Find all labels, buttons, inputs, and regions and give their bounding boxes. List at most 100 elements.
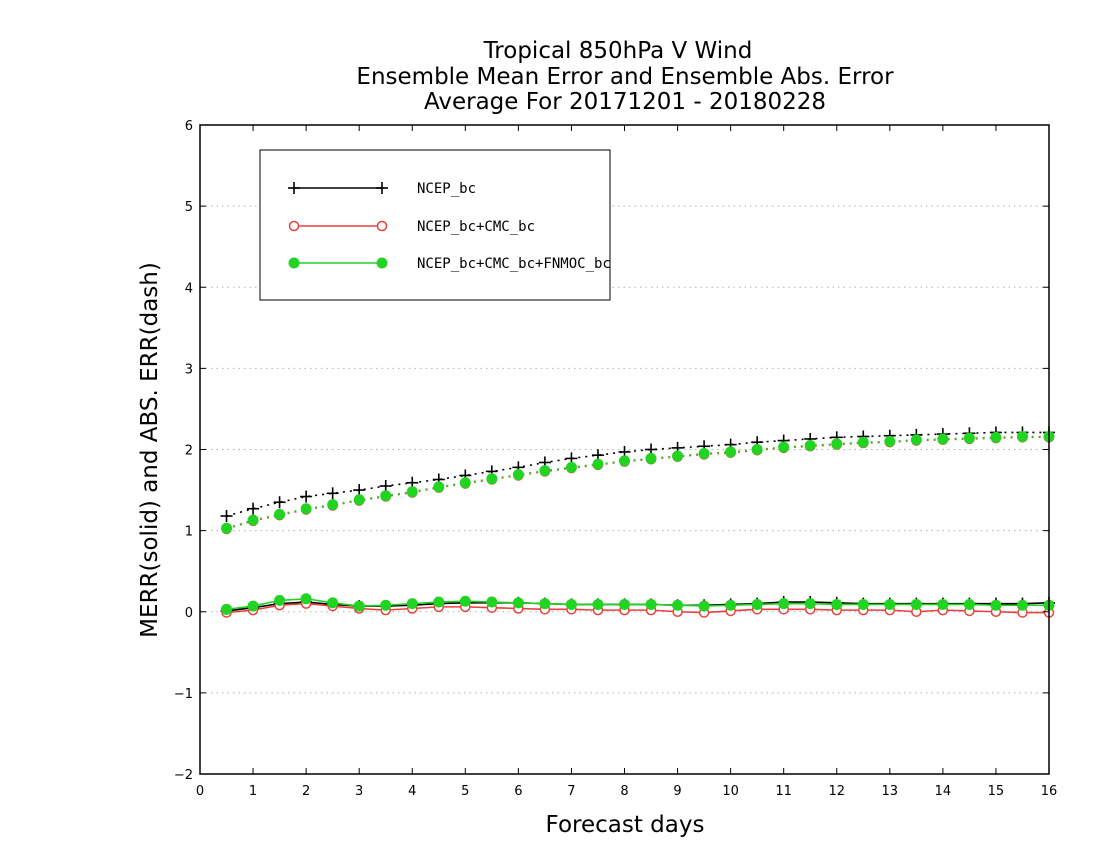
point-abs-err-ncep-bc-cmc-bc-fnmoc-bc xyxy=(300,503,312,515)
y-tick-label: 2 xyxy=(185,444,193,459)
point-abs-err-ncep-bc-cmc-bc-fnmoc-bc xyxy=(619,455,630,467)
point-abs-err-ncep-bc xyxy=(326,487,339,500)
point-abs-err-ncep-bc-cmc-bc-fnmoc-bc xyxy=(672,450,684,462)
point-abs-err-ncep-bc-cmc-bc-fnmoc-bc xyxy=(884,435,896,447)
point-abs-err-ncep-bc-cmc-bc-fnmoc-bc xyxy=(433,481,445,493)
series-ncep-bc-cmc-bc xyxy=(221,432,1055,618)
point-merr-ncep-bc-cmc-bc-fnmoc-bc xyxy=(857,598,869,610)
series-ncep-bc xyxy=(220,426,1055,617)
point-abs-err-ncep-bc-cmc-bc-fnmoc-bc xyxy=(725,446,737,458)
point-merr-ncep-bc-cmc-bc-fnmoc-bc xyxy=(937,598,949,610)
x-axis-label: Forecast days xyxy=(546,812,705,838)
x-tick-label: 10 xyxy=(722,784,739,799)
point-abs-err-ncep-bc-cmc-bc-fnmoc-bc xyxy=(778,441,790,453)
point-merr-ncep-bc-cmc-bc-fnmoc-bc xyxy=(592,598,604,610)
x-tick-label: 4 xyxy=(408,784,416,799)
point-merr-ncep-bc-cmc-bc-fnmoc-bc xyxy=(831,598,843,610)
point-merr-ncep-bc-cmc-bc-fnmoc-bc xyxy=(406,598,418,610)
x-tick-label: 11 xyxy=(775,784,792,799)
line-abs-err-ncep-bc-cmc-bc xyxy=(226,436,1049,530)
point-merr-ncep-bc-cmc-bc-fnmoc-bc xyxy=(565,598,577,610)
x-tick-label: 1 xyxy=(249,784,257,799)
point-merr-ncep-bc-cmc-bc-fnmoc-bc xyxy=(247,600,259,612)
x-tick-label: 13 xyxy=(882,784,899,799)
point-abs-err-ncep-bc-cmc-bc-fnmoc-bc xyxy=(592,458,604,470)
point-merr-ncep-bc-cmc-bc-fnmoc-bc xyxy=(539,598,551,610)
point-abs-err-ncep-bc-cmc-bc-fnmoc-bc xyxy=(804,439,816,451)
legend-marker-ncep-bc-cmc-bc-fnmoc-bc xyxy=(376,257,388,269)
x-tick-label: 14 xyxy=(935,784,952,799)
point-merr-ncep-bc-cmc-bc-fnmoc-bc xyxy=(751,598,763,610)
y-tick-label: 6 xyxy=(185,119,193,134)
point-merr-ncep-bc-cmc-bc-fnmoc-bc xyxy=(459,595,471,607)
point-merr-ncep-bc-cmc-bc-fnmoc-bc xyxy=(221,603,233,615)
x-tick-label: 2 xyxy=(302,784,310,799)
legend-label-ncep-bc: NCEP_bc xyxy=(417,181,476,197)
point-abs-err-ncep-bc-cmc-bc-fnmoc-bc xyxy=(831,438,843,450)
x-tick-label: 6 xyxy=(514,784,522,799)
point-merr-ncep-bc-cmc-bc-fnmoc-bc xyxy=(990,599,1002,611)
point-merr-ncep-bc-cmc-bc-fnmoc-bc xyxy=(804,598,816,610)
point-abs-err-ncep-bc xyxy=(273,496,286,509)
point-abs-err-ncep-bc-cmc-bc-fnmoc-bc xyxy=(274,508,286,520)
point-abs-err-ncep-bc-cmc-bc-fnmoc-bc xyxy=(539,465,551,477)
y-tick-label: 3 xyxy=(185,362,193,377)
point-merr-ncep-bc-cmc-bc-fnmoc-bc xyxy=(672,599,684,611)
x-tick-label: 8 xyxy=(620,784,628,799)
point-merr-ncep-bc-cmc-bc-fnmoc-bc xyxy=(327,597,339,609)
x-tick-label: 7 xyxy=(567,784,575,799)
y-tick-label: 5 xyxy=(185,200,193,215)
point-merr-ncep-bc-cmc-bc-fnmoc-bc xyxy=(910,598,922,610)
legend-marker-ncep-bc-cmc-bc-fnmoc-bc xyxy=(288,257,300,269)
point-abs-err-ncep-bc xyxy=(300,490,313,503)
x-tick-label: 15 xyxy=(988,784,1005,799)
point-abs-err-ncep-bc-cmc-bc-fnmoc-bc xyxy=(221,522,233,534)
chart-title-line-1: Tropical 850hPa V Wind xyxy=(483,38,753,64)
point-abs-err-ncep-bc-cmc-bc-fnmoc-bc xyxy=(910,434,922,446)
point-abs-err-ncep-bc-cmc-bc-fnmoc-bc xyxy=(565,461,577,473)
legend-marker-ncep-bc xyxy=(288,182,300,194)
point-abs-err-ncep-bc-cmc-bc-fnmoc-bc xyxy=(380,490,392,502)
point-abs-err-ncep-bc-cmc-bc-fnmoc-bc xyxy=(327,499,339,511)
point-merr-ncep-bc-cmc-bc-fnmoc-bc xyxy=(698,600,710,612)
point-abs-err-ncep-bc xyxy=(247,502,260,515)
point-merr-ncep-bc-cmc-bc-fnmoc-bc xyxy=(778,598,790,610)
x-tick-label: 0 xyxy=(196,784,204,799)
y-tick-label: 4 xyxy=(185,281,193,296)
point-merr-ncep-bc-cmc-bc-fnmoc-bc xyxy=(486,596,498,608)
point-merr-ncep-bc-cmc-bc-fnmoc-bc xyxy=(1016,599,1028,611)
point-abs-err-ncep-bc-cmc-bc-fnmoc-bc xyxy=(698,448,710,460)
point-abs-err-ncep-bc-cmc-bc-fnmoc-bc xyxy=(645,452,657,464)
x-tick-label: 9 xyxy=(673,784,681,799)
x-tick-label: 3 xyxy=(355,784,363,799)
point-merr-ncep-bc-cmc-bc-fnmoc-bc xyxy=(353,600,365,612)
series-group xyxy=(220,426,1055,618)
legend-marker-ncep-bc xyxy=(376,182,388,194)
point-merr-ncep-bc-cmc-bc-fnmoc-bc xyxy=(433,596,445,608)
y-tick-label: 0 xyxy=(185,606,193,621)
point-abs-err-ncep-bc-cmc-bc-fnmoc-bc xyxy=(937,433,949,445)
point-abs-err-ncep-bc-cmc-bc-fnmoc-bc xyxy=(512,469,524,481)
legend-label-ncep-bc-cmc-bc-fnmoc-bc: NCEP_bc+CMC_bc+FNMOC_bc xyxy=(417,256,611,272)
chart-title-line-3: Average For 20171201 - 20180228 xyxy=(424,89,826,115)
point-merr-ncep-bc-cmc-bc-fnmoc-bc xyxy=(645,598,657,610)
point-merr-ncep-bc-cmc-bc-fnmoc-bc xyxy=(300,593,312,605)
point-abs-err-ncep-bc xyxy=(220,510,233,523)
point-abs-err-ncep-bc-cmc-bc-fnmoc-bc xyxy=(751,444,763,455)
point-merr-ncep-bc-cmc-bc-fnmoc-bc xyxy=(512,597,524,609)
point-merr-ncep-bc-cmc-bc-fnmoc-bc xyxy=(884,598,896,610)
point-merr-ncep-bc-cmc-bc-fnmoc-bc xyxy=(619,598,630,610)
x-tick-label: 12 xyxy=(828,784,845,799)
point-abs-err-ncep-bc-cmc-bc-fnmoc-bc xyxy=(990,431,1002,443)
point-merr-ncep-bc-cmc-bc-fnmoc-bc xyxy=(725,599,737,611)
point-abs-err-ncep-bc-cmc-bc-fnmoc-bc xyxy=(459,477,471,489)
legend-box xyxy=(259,149,611,301)
x-tick-label: 16 xyxy=(1041,784,1058,799)
point-abs-err-ncep-bc-cmc-bc-fnmoc-bc xyxy=(1016,431,1028,443)
y-tick-label: 1 xyxy=(185,525,193,540)
series-ncep-bc-cmc-bc-fnmoc-bc xyxy=(221,431,1055,615)
y-tick-label: −1 xyxy=(174,687,193,702)
legend: NCEP_bc NCEP_bc+CMC_bc NCEP_bc+CMC_bc+FNMO… xyxy=(259,149,611,301)
